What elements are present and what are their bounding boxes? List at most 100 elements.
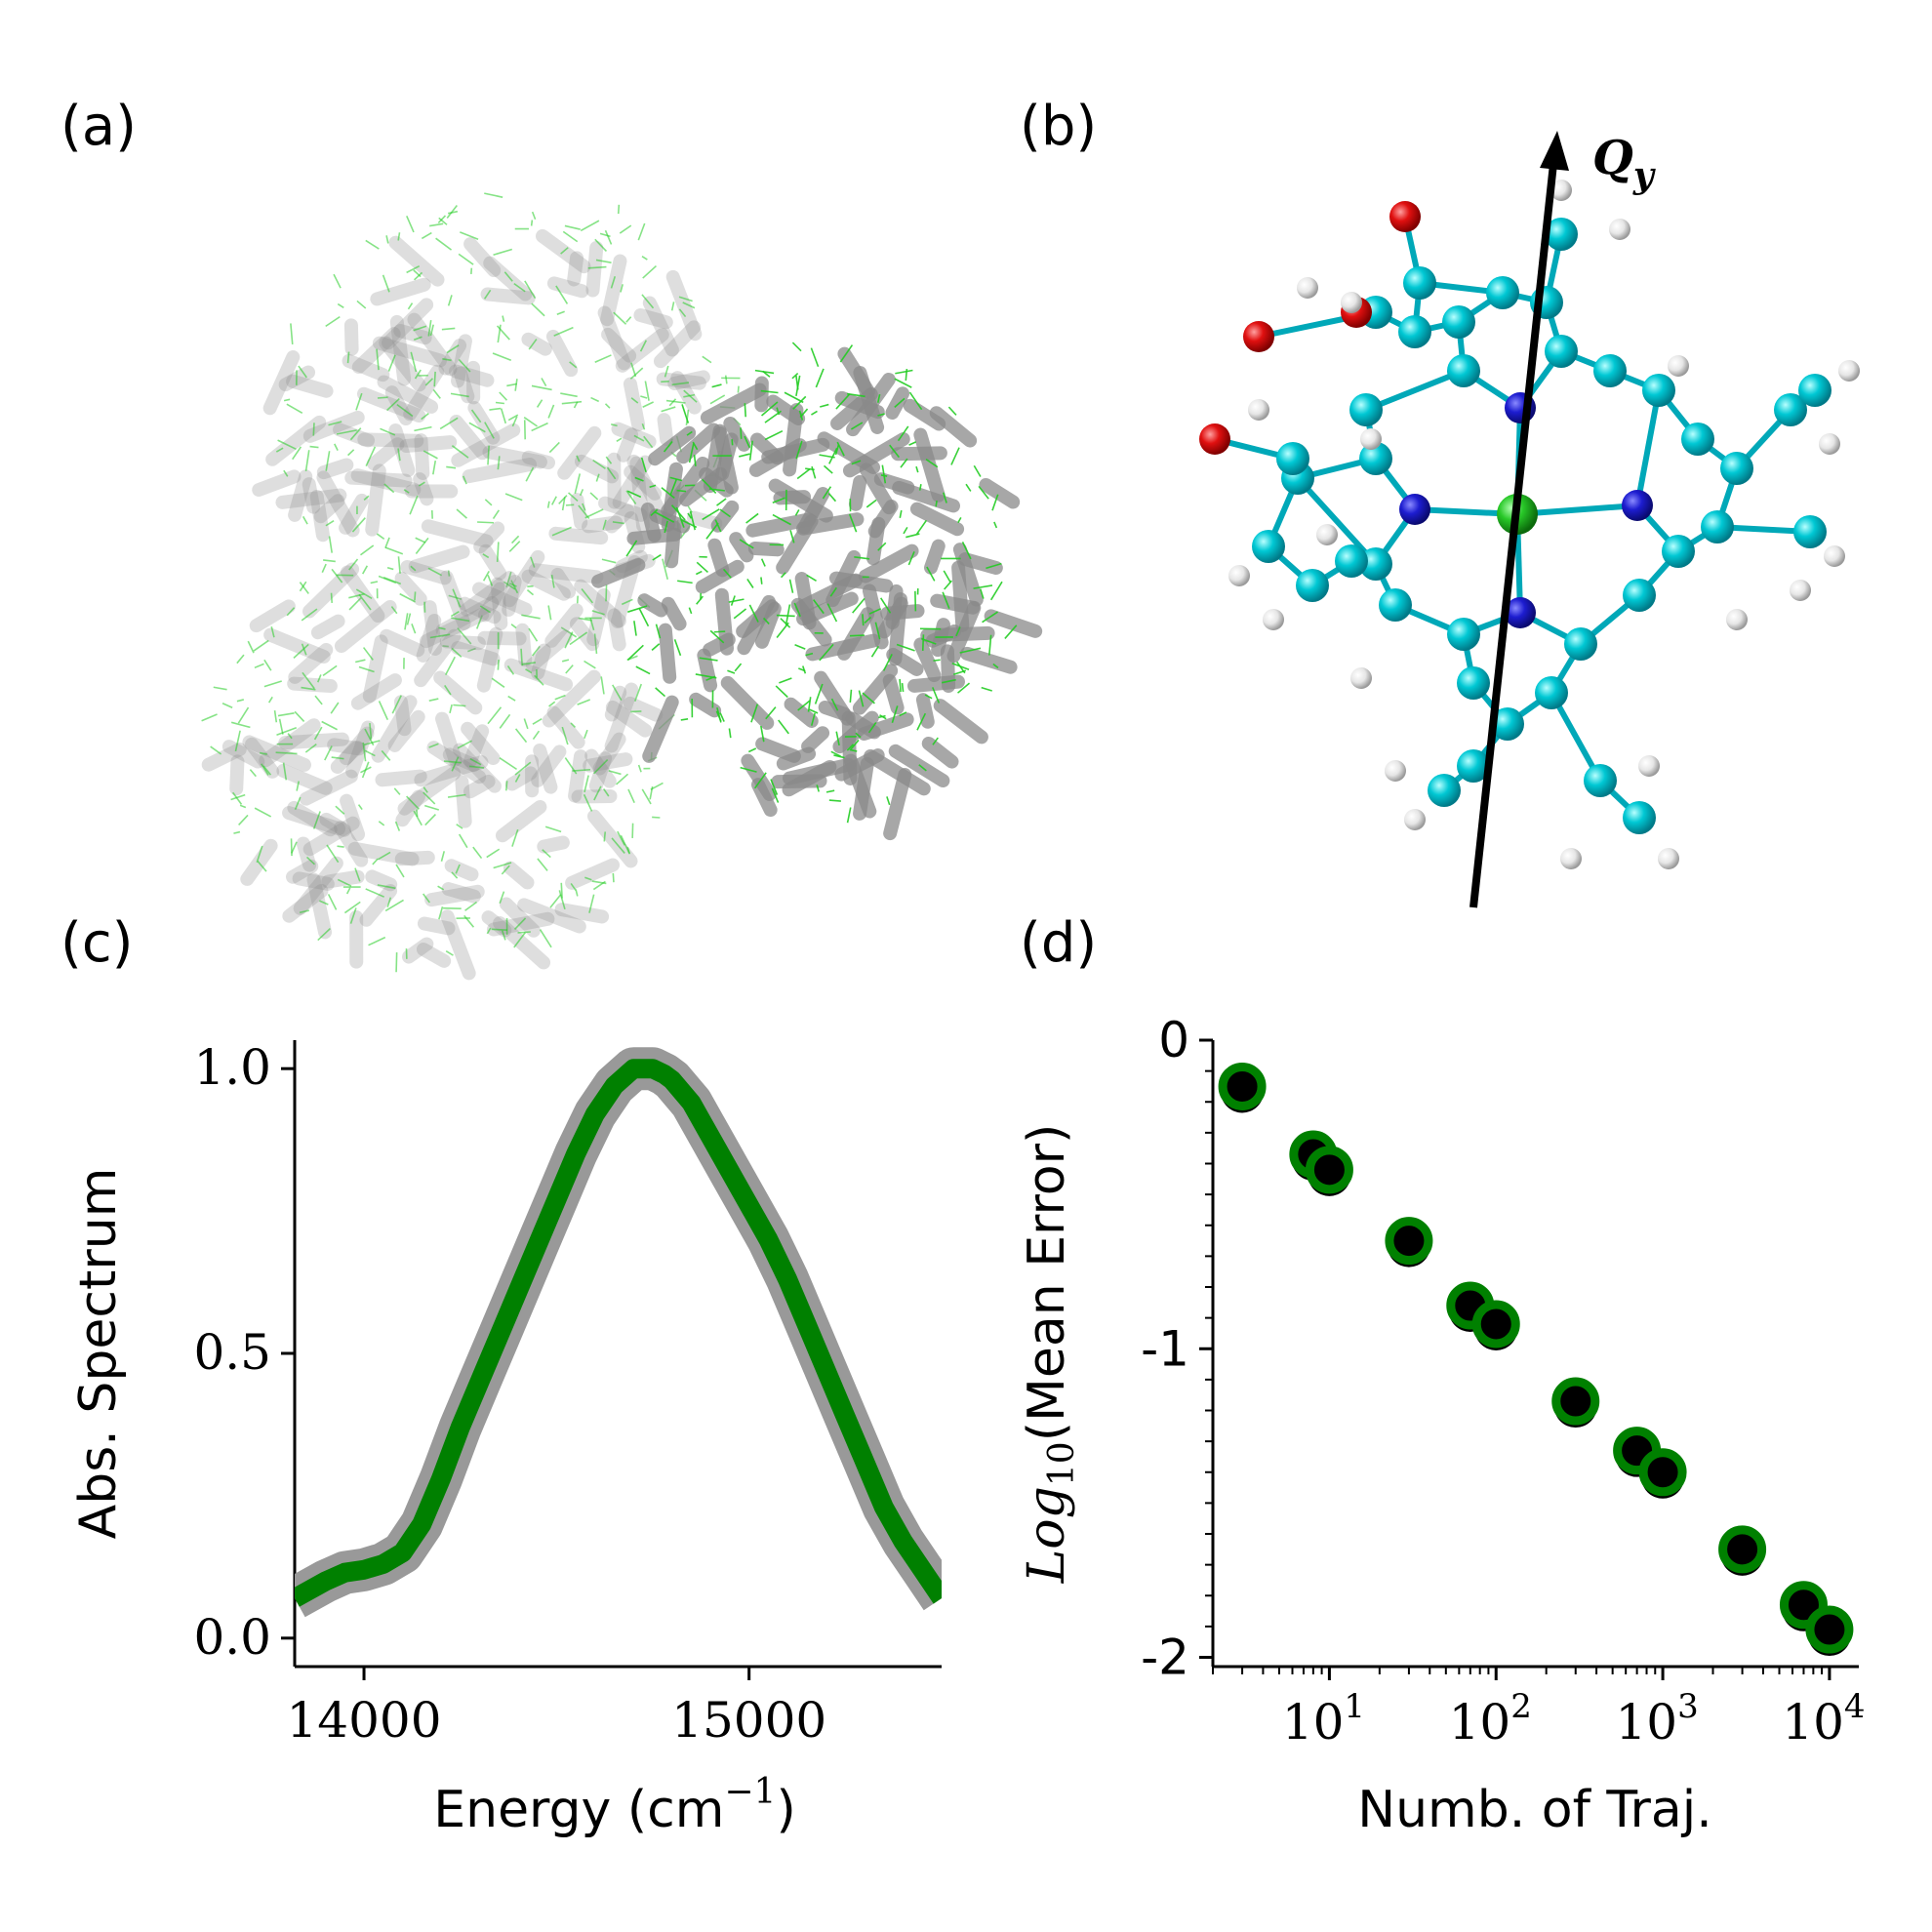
protein-helix — [626, 527, 682, 545]
pigment-stick — [924, 694, 933, 700]
pigment-stick — [517, 931, 531, 934]
protein-helix — [330, 740, 364, 774]
protein-helix — [481, 910, 512, 938]
protein-helix — [882, 673, 905, 715]
pigment-stick — [959, 647, 982, 654]
pigment-stick — [513, 917, 527, 930]
pigment-stick — [627, 788, 635, 804]
pigment-stick — [548, 441, 560, 454]
pigment-stick — [634, 476, 644, 482]
pigment-stick — [744, 435, 751, 449]
pigment-stick — [278, 718, 284, 735]
pigment-stick — [293, 643, 309, 659]
pigment-stick — [411, 624, 417, 634]
pigment-stick — [435, 237, 453, 251]
pigment-stick — [899, 509, 903, 518]
molecule-atom — [1593, 354, 1627, 387]
protein-helix — [853, 756, 874, 821]
protein-helix — [531, 745, 567, 787]
pigment-stick — [602, 519, 607, 531]
pigment-stick — [635, 665, 651, 675]
protein-helix — [656, 372, 706, 390]
c-x-tick-label: 14000 — [287, 1692, 442, 1749]
protein-helix — [642, 695, 679, 763]
pigment-stick — [683, 393, 696, 398]
pigment-stick — [270, 626, 275, 638]
protein-helix — [657, 413, 674, 447]
pigment-stick — [497, 660, 500, 670]
pigment-stick — [256, 845, 263, 863]
pigment-stick — [649, 484, 657, 489]
pigment-stick — [238, 814, 249, 825]
pigment-stick — [797, 700, 811, 711]
pigment-stick — [561, 400, 583, 405]
pigment-stick — [612, 872, 615, 883]
pigment-stick — [877, 542, 887, 551]
c-x-tick-label: 15000 — [671, 1692, 826, 1749]
protein-helix — [832, 710, 879, 754]
pigment-stick — [382, 577, 402, 585]
protein-helix — [302, 562, 360, 619]
protein-helix — [416, 942, 452, 968]
pigment-stick — [487, 575, 494, 586]
pigment-stick — [671, 382, 690, 386]
pigment-stick — [621, 598, 633, 606]
pigment-stick — [926, 566, 936, 582]
pigment-stick — [789, 530, 795, 543]
pigment-stick — [669, 476, 683, 482]
pigment-stick — [301, 608, 318, 622]
molecule-bond — [1549, 691, 1603, 783]
pigment-stick — [560, 392, 578, 398]
pigment-stick — [584, 775, 589, 792]
pigment-stick — [584, 729, 588, 740]
protein-helix — [451, 334, 472, 388]
protein-helix — [570, 493, 588, 530]
pigment-stick — [452, 588, 462, 608]
qy-label: Qy — [1592, 131, 1656, 196]
pigment-stick — [610, 276, 617, 289]
pigment-stick — [574, 473, 582, 495]
pigment-stick — [551, 526, 572, 537]
protein-helix — [442, 747, 481, 773]
pigment-stick — [532, 730, 541, 741]
pigment-stick — [737, 385, 740, 393]
pigment-stick — [906, 533, 920, 539]
protein-helix — [344, 470, 413, 488]
pigment-stick — [665, 399, 686, 404]
protein-helix — [852, 664, 899, 715]
pigment-stick — [504, 493, 523, 502]
pigment-stick — [685, 409, 690, 425]
pigment-stick — [438, 906, 444, 920]
molecule-atom — [1335, 544, 1368, 578]
pigment-stick — [633, 683, 643, 703]
pigment-stick — [760, 389, 779, 394]
pigment-stick — [406, 795, 420, 810]
pigment-stick — [237, 706, 250, 724]
pigment-stick — [811, 465, 817, 479]
pigment-stick — [681, 404, 690, 423]
pigment-stick — [661, 487, 675, 500]
pigment-stick — [760, 725, 765, 743]
pigment-stick — [673, 639, 682, 657]
protein-helix — [299, 769, 358, 806]
pigment-stick — [497, 324, 502, 343]
pigment-stick — [654, 511, 675, 523]
pigment-stick — [589, 492, 599, 501]
pigment-stick — [429, 222, 444, 227]
protein-helix — [449, 364, 495, 387]
pigment-stick — [642, 264, 657, 279]
pigment-stick — [531, 384, 552, 391]
pigment-stick — [468, 765, 485, 769]
protein-helix — [929, 406, 978, 448]
pigment-stick — [785, 604, 791, 625]
pigment-stick — [595, 473, 600, 482]
molecule-atom — [1349, 393, 1383, 426]
pigment-stick — [546, 501, 550, 508]
pigment-stick — [376, 348, 380, 371]
spectrum-line — [295, 1059, 942, 1607]
pigment-stick — [677, 580, 693, 584]
protein-helix — [601, 327, 637, 363]
pigment-stick — [326, 844, 340, 864]
pigment-stick — [213, 686, 227, 691]
error-point — [1638, 1448, 1687, 1497]
